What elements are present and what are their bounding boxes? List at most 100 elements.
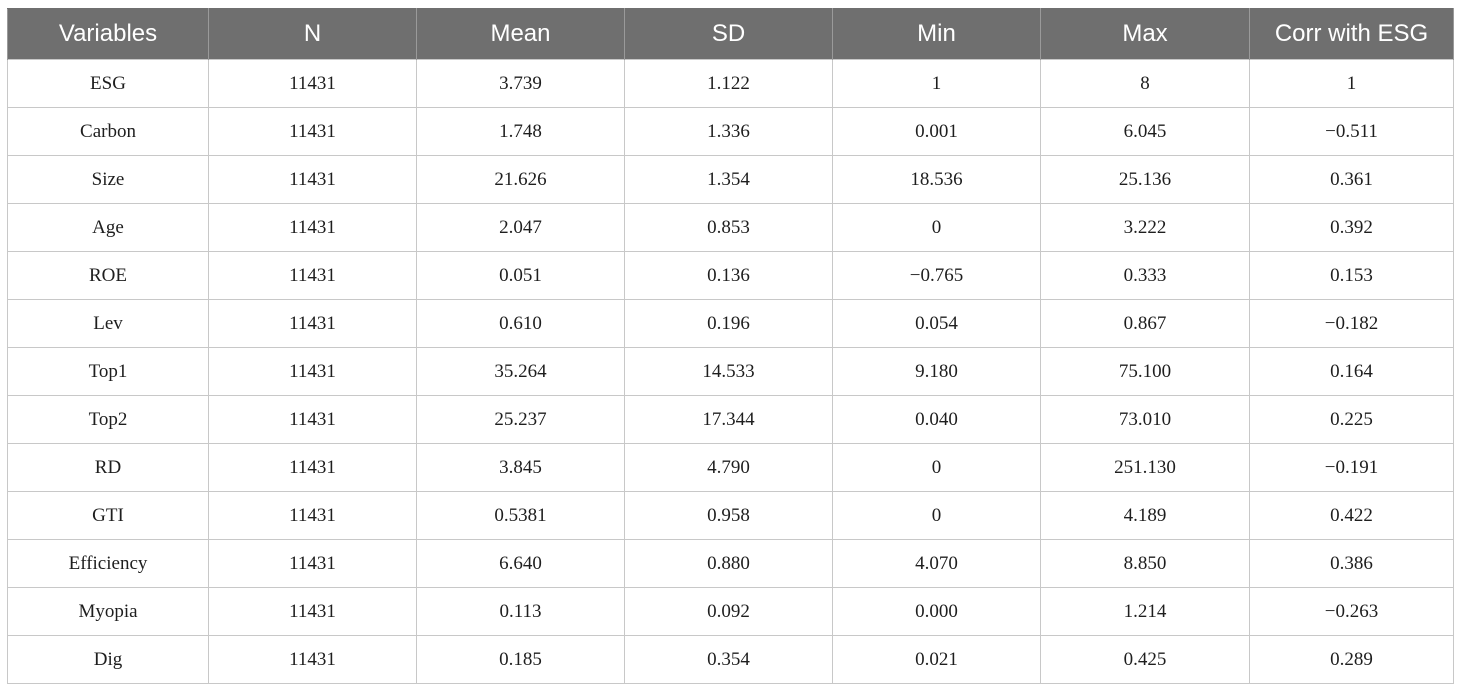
cell-variable: Size [7, 155, 209, 204]
cell-min: 0.001 [832, 107, 1041, 156]
header-min: Min [832, 8, 1041, 60]
cell-mean: 1.748 [416, 107, 625, 156]
cell-mean: 6.640 [416, 539, 625, 588]
table-row: Size 11431 21.626 1.354 18.536 25.136 0.361 [7, 155, 1454, 204]
cell-min: 0.000 [832, 587, 1041, 636]
cell-sd: 0.092 [624, 587, 833, 636]
cell-min: 0.054 [832, 299, 1041, 348]
cell-sd: 0.136 [624, 251, 833, 300]
cell-mean: 2.047 [416, 203, 625, 252]
table-row: ROE 11431 0.051 0.136 −0.765 0.333 0.153 [7, 251, 1454, 300]
cell-min: 18.536 [832, 155, 1041, 204]
descriptive-statistics-table: Variables N Mean SD Min Max Corr with ES… [7, 8, 1454, 684]
table-row: GTI 11431 0.5381 0.958 0 4.189 0.422 [7, 491, 1454, 540]
cell-sd: 1.354 [624, 155, 833, 204]
cell-min: 0 [832, 203, 1041, 252]
cell-mean: 25.237 [416, 395, 625, 444]
cell-sd: 0.880 [624, 539, 833, 588]
cell-max: 0.867 [1040, 299, 1250, 348]
cell-n: 11431 [208, 107, 417, 156]
cell-n: 11431 [208, 59, 417, 108]
cell-min: 9.180 [832, 347, 1041, 396]
cell-max: 1.214 [1040, 587, 1250, 636]
cell-max: 6.045 [1040, 107, 1250, 156]
cell-n: 11431 [208, 155, 417, 204]
table-row: Efficiency 11431 6.640 0.880 4.070 8.850 0.386 [7, 539, 1454, 588]
cell-sd: 14.533 [624, 347, 833, 396]
table-row: Myopia 11431 0.113 0.092 0.000 1.214 −0.263 [7, 587, 1454, 636]
cell-n: 11431 [208, 203, 417, 252]
header-mean: Mean [416, 8, 625, 60]
cell-n: 11431 [208, 539, 417, 588]
table-row: RD 11431 3.845 4.790 0 251.130 −0.191 [7, 443, 1454, 492]
cell-sd: 1.122 [624, 59, 833, 108]
cell-min: 4.070 [832, 539, 1041, 588]
cell-min: −0.765 [832, 251, 1041, 300]
cell-max: 8 [1040, 59, 1250, 108]
cell-max: 25.136 [1040, 155, 1250, 204]
cell-max: 0.333 [1040, 251, 1250, 300]
cell-corr-with-esg: 1 [1249, 59, 1454, 108]
cell-sd: 4.790 [624, 443, 833, 492]
cell-corr-with-esg: −0.191 [1249, 443, 1454, 492]
cell-max: 73.010 [1040, 395, 1250, 444]
cell-sd: 0.958 [624, 491, 833, 540]
cell-n: 11431 [208, 347, 417, 396]
cell-min: 0 [832, 443, 1041, 492]
descriptive-statistics-table-container: Variables N Mean SD Min Max Corr with ES… [7, 8, 1454, 684]
header-max: Max [1040, 8, 1250, 60]
cell-corr-with-esg: 0.422 [1249, 491, 1454, 540]
table-row: Dig 11431 0.185 0.354 0.021 0.425 0.289 [7, 635, 1454, 684]
cell-variable: Age [7, 203, 209, 252]
cell-variable: GTI [7, 491, 209, 540]
table-header: Variables N Mean SD Min Max Corr with ES… [7, 8, 1454, 60]
cell-corr-with-esg: 0.289 [1249, 635, 1454, 684]
table-row: ESG 11431 3.739 1.122 1 8 1 [7, 59, 1454, 108]
cell-n: 11431 [208, 635, 417, 684]
table-row: Lev 11431 0.610 0.196 0.054 0.867 −0.182 [7, 299, 1454, 348]
table-body: ESG 11431 3.739 1.122 1 8 1 Carbon 11431 1.748 1.3… [7, 59, 1454, 684]
cell-sd: 1.336 [624, 107, 833, 156]
cell-max: 8.850 [1040, 539, 1250, 588]
table-row: Age 11431 2.047 0.853 0 3.222 0.392 [7, 203, 1454, 252]
cell-variable: Myopia [7, 587, 209, 636]
cell-variable: RD [7, 443, 209, 492]
cell-sd: 0.196 [624, 299, 833, 348]
cell-n: 11431 [208, 395, 417, 444]
table-row: Carbon 11431 1.748 1.336 0.001 6.045 −0.511 [7, 107, 1454, 156]
cell-max: 3.222 [1040, 203, 1250, 252]
cell-corr-with-esg: −0.263 [1249, 587, 1454, 636]
cell-corr-with-esg: −0.511 [1249, 107, 1454, 156]
cell-variable: Carbon [7, 107, 209, 156]
cell-n: 11431 [208, 491, 417, 540]
cell-sd: 0.853 [624, 203, 833, 252]
cell-sd: 17.344 [624, 395, 833, 444]
cell-n: 11431 [208, 299, 417, 348]
cell-max: 0.425 [1040, 635, 1250, 684]
cell-variable: Top1 [7, 347, 209, 396]
cell-min: 0 [832, 491, 1041, 540]
cell-corr-with-esg: 0.164 [1249, 347, 1454, 396]
cell-max: 251.130 [1040, 443, 1250, 492]
cell-n: 11431 [208, 251, 417, 300]
table-row: Top2 11431 25.237 17.344 0.040 73.010 0.225 [7, 395, 1454, 444]
cell-n: 11431 [208, 587, 417, 636]
cell-variable: ESG [7, 59, 209, 108]
header-variables: Variables [7, 8, 209, 60]
cell-variable: Lev [7, 299, 209, 348]
cell-variable: Dig [7, 635, 209, 684]
cell-mean: 35.264 [416, 347, 625, 396]
cell-max: 75.100 [1040, 347, 1250, 396]
cell-corr-with-esg: 0.392 [1249, 203, 1454, 252]
cell-variable: Efficiency [7, 539, 209, 588]
cell-mean: 3.739 [416, 59, 625, 108]
cell-variable: ROE [7, 251, 209, 300]
cell-mean: 21.626 [416, 155, 625, 204]
cell-n: 11431 [208, 443, 417, 492]
cell-sd: 0.354 [624, 635, 833, 684]
cell-min: 0.021 [832, 635, 1041, 684]
cell-mean: 0.610 [416, 299, 625, 348]
cell-mean: 0.051 [416, 251, 625, 300]
header-corr-with-esg: Corr with ESG [1249, 8, 1454, 60]
cell-corr-with-esg: 0.153 [1249, 251, 1454, 300]
